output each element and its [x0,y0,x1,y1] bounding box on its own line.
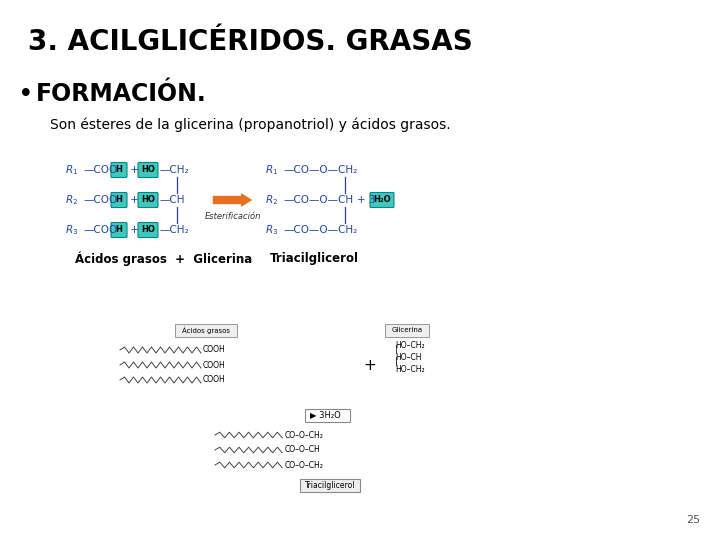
Text: H₂O: H₂O [373,195,391,205]
Text: $R_2$: $R_2$ [265,193,278,207]
FancyBboxPatch shape [370,192,394,207]
Text: CO–O–CH₂: CO–O–CH₂ [284,461,323,469]
Text: HO–CH₂: HO–CH₂ [395,341,425,349]
FancyBboxPatch shape [111,222,127,238]
Text: H: H [116,165,122,174]
Text: —CH₂: —CH₂ [159,165,189,175]
FancyBboxPatch shape [138,192,158,207]
Text: Ácidos grasos: Ácidos grasos [182,326,230,334]
FancyBboxPatch shape [111,163,127,178]
Text: +: + [127,165,142,175]
Text: Glicerina: Glicerina [392,327,423,333]
Text: Triacilglicerol: Triacilglicerol [305,481,355,489]
Text: +: + [364,357,377,373]
Text: $R_3$: $R_3$ [65,223,78,237]
Text: —CO—O—CH₂: —CO—O—CH₂ [283,225,357,235]
FancyBboxPatch shape [385,324,429,337]
Text: COOH: COOH [203,346,226,354]
Text: —COO: —COO [83,195,117,205]
Text: HO: HO [141,165,155,174]
FancyBboxPatch shape [111,192,127,207]
Text: |: | [395,357,398,367]
FancyBboxPatch shape [305,409,350,422]
FancyBboxPatch shape [138,222,158,238]
Text: —COO: —COO [83,225,117,235]
Text: $R_3$: $R_3$ [265,223,278,237]
Text: Esterificación: Esterificación [204,212,261,221]
FancyBboxPatch shape [138,163,158,178]
Text: HO–CH₂: HO–CH₂ [395,364,425,374]
Text: —COO: —COO [83,165,117,175]
Text: |: | [395,346,398,354]
Text: +: + [127,225,142,235]
Text: 25: 25 [686,515,700,525]
Text: —CH: —CH [159,195,184,205]
Text: COOH: COOH [203,375,226,384]
Text: FORMACIÓN.: FORMACIÓN. [36,82,207,106]
Text: HO: HO [141,195,155,205]
Text: COOH: COOH [203,361,226,369]
FancyBboxPatch shape [300,479,360,492]
Text: H: H [116,226,122,234]
Text: HO: HO [141,226,155,234]
Text: +: + [127,195,142,205]
Text: —CO—O—CH: —CO—O—CH [283,195,353,205]
FancyArrowPatch shape [213,193,252,207]
Text: Triacilglicerol: Triacilglicerol [270,252,359,265]
Text: H: H [116,195,122,205]
Text: $R_1$: $R_1$ [265,163,278,177]
Text: CO–O–CH₂: CO–O–CH₂ [284,430,323,440]
Text: 3. ACILGLICÉRIDOS. GRASAS: 3. ACILGLICÉRIDOS. GRASAS [28,28,473,56]
Text: $R_2$: $R_2$ [65,193,78,207]
Text: HO–CH: HO–CH [395,353,421,361]
Text: ▶ 3H₂O: ▶ 3H₂O [310,410,341,420]
Text: $R_1$: $R_1$ [65,163,78,177]
Text: Ácidos grasos  +  Glicerina: Ácidos grasos + Glicerina [75,252,252,267]
Text: —CH₂: —CH₂ [159,225,189,235]
Text: CO–O–CH: CO–O–CH [284,446,320,455]
Text: —CO—O—CH₂: —CO—O—CH₂ [283,165,357,175]
Text: + 3: + 3 [357,195,376,205]
Text: Son ésteres de la glicerina (propanotriol) y ácidos grasos.: Son ésteres de la glicerina (propanotrio… [50,118,451,132]
FancyBboxPatch shape [175,324,237,337]
Text: •: • [18,82,34,108]
